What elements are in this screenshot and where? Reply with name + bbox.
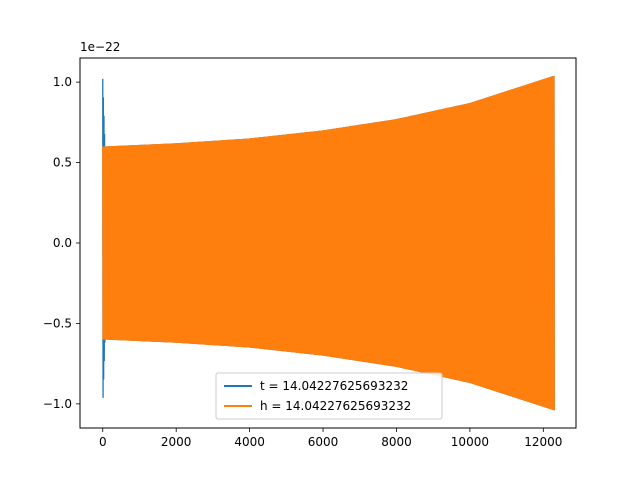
x-tick-label: 4000 [234, 435, 265, 449]
x-tick-label: 0 [99, 435, 107, 449]
legend-label: t = 14.04227625693232 [260, 379, 408, 393]
legend-label: h = 14.04227625693232 [260, 399, 411, 413]
y-tick-label: 0.0 [53, 236, 72, 250]
x-tick-label: 10000 [451, 435, 489, 449]
y-tick-label: −1.0 [43, 397, 72, 411]
y-offset-label: 1e−22 [80, 40, 120, 54]
y-tick-label: −0.5 [43, 316, 72, 330]
x-tick-label: 8000 [381, 435, 412, 449]
y-tick-label: 1.0 [53, 75, 72, 89]
x-tick-label: 2000 [161, 435, 192, 449]
legend-box [215, 372, 443, 420]
y-tick-label: 0.5 [53, 156, 72, 170]
plot-area [102, 75, 555, 411]
x-tick-label: 6000 [308, 435, 339, 449]
y-axis: −1.0 −0.5 0.0 0.5 1.0 [43, 75, 80, 411]
series-line-h [102, 75, 555, 411]
legend: t = 14.04227625693232 h = 14.042276256932… [215, 372, 443, 420]
x-axis: 0 2000 4000 6000 8000 10000 12000 [99, 428, 562, 449]
x-tick-label: 12000 [524, 435, 562, 449]
